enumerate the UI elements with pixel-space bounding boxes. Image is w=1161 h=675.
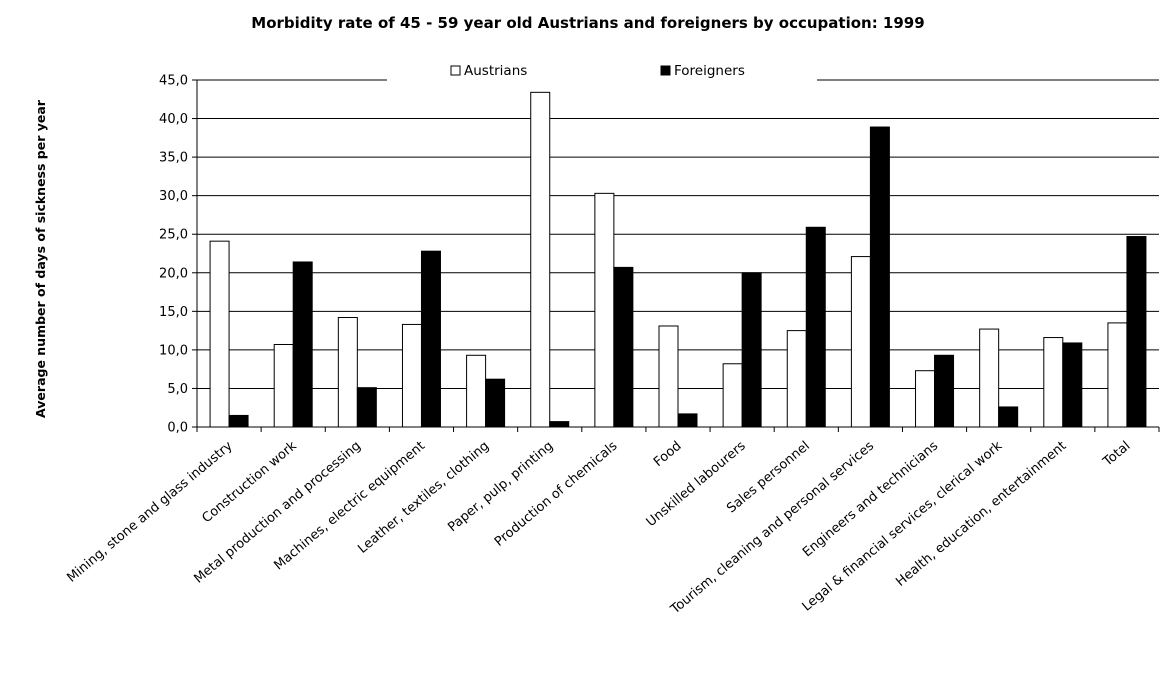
- y-tick-label: 40,0: [159, 112, 188, 127]
- bar-foreigners: [998, 406, 1019, 428]
- y-tick-labels: 0,0 5,0 10,0 15,0 20,0 25,0 30,0 35,0 40,0 45,0: [159, 74, 188, 436]
- bar-foreigners: [356, 387, 377, 428]
- y-tick-label: 0,0: [167, 421, 188, 436]
- category-labels: Mining, stone and glass industryConstruc…: [64, 438, 1133, 618]
- legend-label-austrians: Austrians: [464, 63, 527, 79]
- bar-foreigners: [420, 250, 441, 428]
- bar-austrians: [273, 343, 294, 428]
- bar-austrians: [209, 240, 230, 428]
- bar-austrians: [530, 91, 551, 428]
- y-axis-label: Average number of days of sickness per y…: [33, 99, 48, 418]
- y-tick-label: 15,0: [159, 305, 188, 320]
- bar-foreigners: [292, 261, 313, 428]
- y-tick-label: 45,0: [159, 74, 188, 89]
- bar-austrians: [658, 325, 679, 428]
- bar-austrians: [466, 354, 487, 428]
- axes: [192, 79, 1160, 432]
- category-label: Leather, textiles, clothing: [355, 439, 492, 557]
- category-label: Total: [1100, 439, 1134, 471]
- y-tick-label: 35,0: [159, 151, 188, 166]
- bar-austrians: [722, 363, 743, 428]
- bar-foreigners: [1062, 342, 1083, 428]
- bar-austrians: [1107, 322, 1128, 428]
- bar-foreigners: [741, 272, 762, 428]
- bar-austrians: [1043, 337, 1064, 428]
- legend-swatch-austrians: [450, 65, 461, 76]
- bar-foreigners: [805, 226, 826, 428]
- bar-austrians: [594, 192, 615, 428]
- bar-austrians: [915, 370, 936, 428]
- y-tick-label: 5,0: [167, 382, 188, 397]
- y-tick-label: 20,0: [159, 266, 188, 281]
- bar-foreigners: [677, 413, 698, 428]
- bars: [209, 91, 1147, 428]
- category-label: Engineers and technicians: [800, 438, 941, 560]
- legend-label-foreigners: Foreigners: [674, 63, 745, 79]
- bar-foreigners: [934, 354, 955, 428]
- y-tick-label: 25,0: [159, 228, 188, 243]
- bar-austrians: [850, 256, 871, 428]
- y-tick-label: 30,0: [159, 189, 188, 204]
- bar-foreigners: [549, 421, 570, 428]
- bar-austrians: [979, 328, 1000, 428]
- bar-foreigners: [869, 126, 890, 428]
- legend: Austrians Foreigners: [450, 63, 745, 79]
- category-label: Paper, pulp, printing: [445, 439, 556, 536]
- bar-austrians: [337, 317, 358, 428]
- bar-austrians: [401, 323, 422, 428]
- bar-foreigners: [228, 414, 249, 428]
- bar-austrians: [786, 330, 807, 428]
- bar-foreigners: [613, 266, 634, 428]
- bar-foreigners: [485, 378, 506, 428]
- legend-swatch-foreigners: [660, 65, 671, 76]
- category-label: Production of chemicals: [492, 438, 621, 549]
- category-label: Food: [651, 439, 685, 471]
- bar-foreigners: [1126, 236, 1147, 428]
- chart-title: Morbidity rate of 45 - 59 year old Austr…: [251, 14, 924, 32]
- y-tick-label: 10,0: [159, 343, 188, 358]
